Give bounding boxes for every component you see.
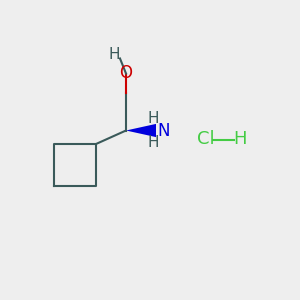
Text: Cl: Cl bbox=[197, 130, 214, 148]
Text: O: O bbox=[119, 64, 133, 82]
Text: H: H bbox=[108, 46, 120, 62]
Text: H: H bbox=[147, 135, 159, 150]
Text: H: H bbox=[147, 111, 159, 126]
Text: N: N bbox=[157, 122, 170, 140]
Text: H: H bbox=[233, 130, 247, 148]
Polygon shape bbox=[126, 124, 156, 137]
